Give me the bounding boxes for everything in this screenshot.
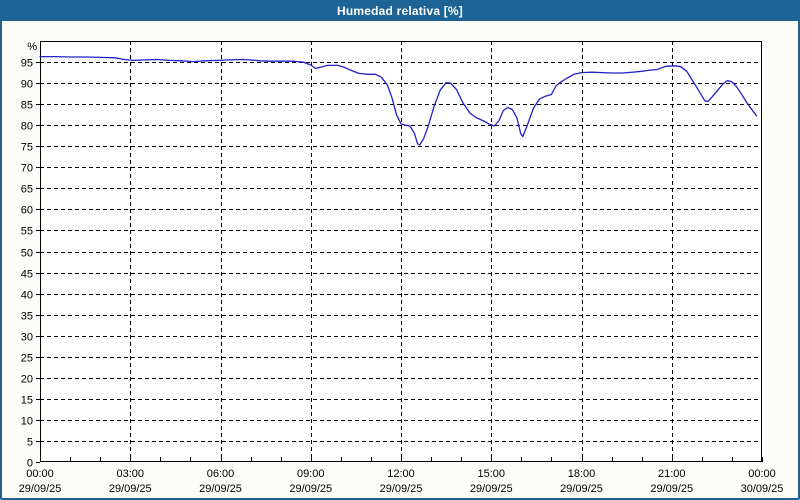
y-tick-label-5: 5 [27,437,33,449]
x-tick-date-9: 29/09/25 [289,483,332,495]
y-tick-label-35: 35 [21,311,33,323]
x-tick-time-18: 18:00 [568,468,596,480]
x-tick-date-3: 29/09/25 [109,483,152,495]
x-tick-time-0: 00:00 [26,468,54,480]
x-tick-date-18: 29/09/25 [560,483,603,495]
x-tick-time-12: 12:00 [387,468,415,480]
y-tick-label-20: 20 [21,374,33,386]
chart-title: Humedad relativa [%] [336,3,464,18]
y-tick-label-30: 30 [21,332,33,344]
x-tick-date-24: 30/09/25 [741,483,784,495]
vertical-gridlines [130,41,673,462]
y-tick-label-50: 50 [21,248,33,260]
x-tick-time-21: 21:00 [658,468,686,480]
y-tick-label-40: 40 [21,290,33,302]
y-tick-label-75: 75 [21,142,33,154]
plot-border [40,41,762,462]
y-tick-label-45: 45 [21,269,33,281]
x-tick-time-15: 15:00 [477,468,505,480]
x-tick-time-24: 00:00 [748,468,776,480]
y-tick-label-60: 60 [21,205,33,217]
x-tick-date-15: 29/09/25 [470,483,513,495]
y-tick-label-95: 95 [21,58,33,70]
y-tick-label-65: 65 [21,184,33,196]
y-tick-label-80: 80 [21,121,33,133]
y-tick-label-25: 25 [21,353,33,365]
x-tick-date-0: 29/09/25 [19,483,62,495]
x-tick-time-6: 06:00 [207,468,235,480]
x-tick-date-21: 29/09/25 [650,483,693,495]
x-tick-time-3: 03:00 [116,468,144,480]
y-axis-unit-label: % [27,41,37,53]
window-titlebar: Humedad relativa [%] [0,0,800,21]
y-tick-label-70: 70 [21,163,33,175]
y-axis-ticks [36,62,40,463]
x-tick-date-6: 29/09/25 [199,483,242,495]
y-tick-label-10: 10 [21,416,33,428]
x-tick-date-12: 29/09/25 [380,483,423,495]
y-tick-label-55: 55 [21,226,33,238]
y-tick-label-15: 15 [21,395,33,407]
y-axis-labels: 0 5 10 15 20 25 30 35 40 45 50 55 60 65 70 75 80 85 90 95 [21,58,33,470]
series-line-0 [39,55,758,146]
y-tick-label-85: 85 [21,100,33,112]
x-axis-labels: 00:00 29/09/25 03:00 29/09/25 06:00 29/09/25 0… [19,468,784,495]
x-tick-time-9: 09:00 [297,468,325,480]
y-tick-label-90: 90 [21,79,33,91]
y-tick-label-0: 0 [27,458,33,470]
